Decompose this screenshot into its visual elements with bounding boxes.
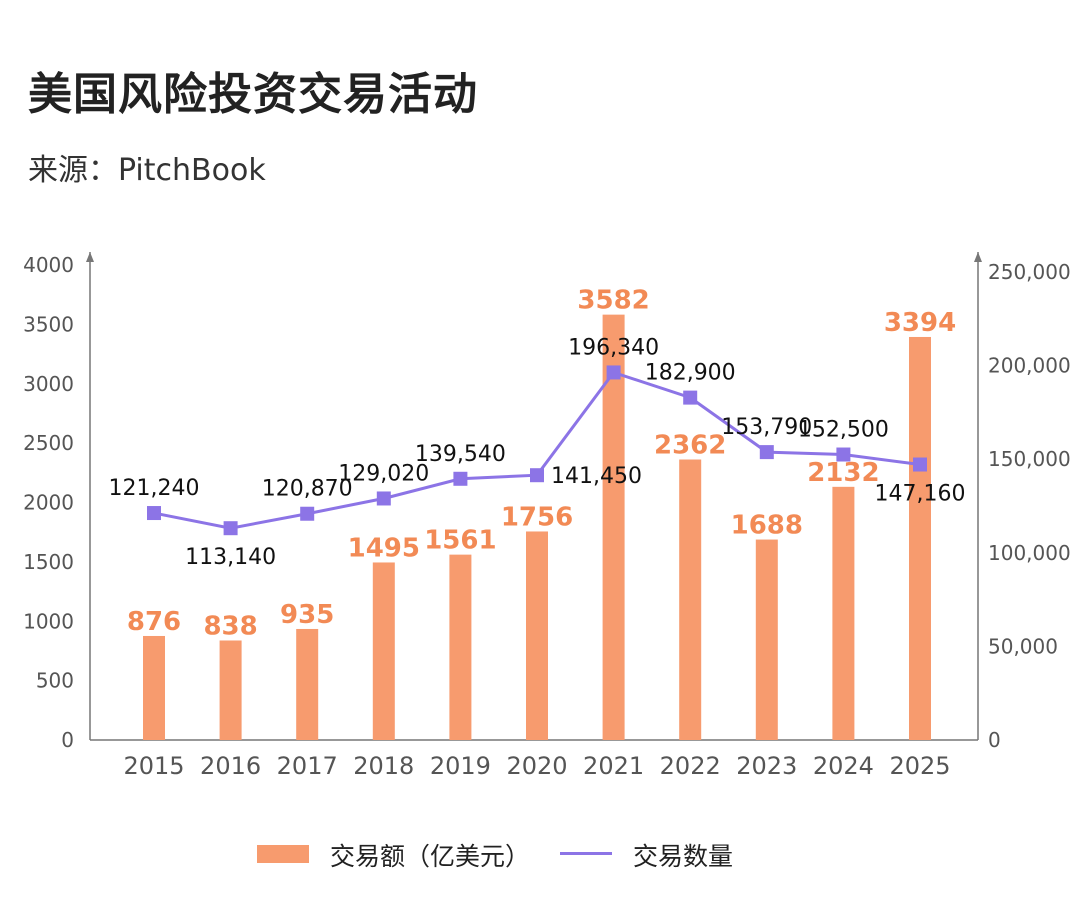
x-axis-tick-label: 2021 [583, 752, 644, 780]
x-axis-tick-label: 2015 [123, 752, 184, 780]
legend-line-label: 交易数量 [633, 842, 734, 871]
chart-source: 来源：PitchBook [28, 153, 266, 188]
line-data-label: 141,450 [551, 464, 642, 489]
line-point-marker [759, 445, 774, 460]
line-data-label: 129,020 [338, 461, 429, 486]
bar-data-label: 3394 [884, 308, 956, 338]
bar [296, 628, 319, 740]
bar [602, 314, 625, 740]
x-axis-tick-label: 2020 [506, 752, 567, 780]
left-axis-arrow-icon [86, 252, 94, 262]
legend-bar-swatch [257, 845, 309, 863]
line-data-label: 182,900 [645, 361, 736, 386]
bar [526, 531, 548, 740]
line-point-marker [913, 457, 927, 472]
line-data-label: 121,240 [109, 476, 200, 501]
line-data-label: 147,160 [875, 482, 966, 507]
bar-data-label: 935 [280, 600, 334, 630]
bar [832, 486, 855, 740]
left-axis-tick-label: 2500 [23, 431, 74, 455]
x-axis-tick-label: 2024 [813, 752, 874, 780]
bar [449, 554, 472, 740]
x-axis-tick-label: 2019 [430, 752, 491, 780]
right-axis-arrow-icon [974, 252, 982, 262]
right-axis-tick-label: 0 [988, 728, 1001, 752]
line-data-label: 196,340 [568, 335, 659, 360]
bar-data-label: 1561 [424, 526, 496, 556]
bar-data-label: 838 [203, 611, 257, 641]
line-point-marker [683, 390, 698, 405]
left-axis-tick-label: 3500 [23, 312, 74, 336]
legend-line-swatch [560, 852, 612, 855]
line-point-marker [300, 506, 315, 521]
bar [143, 635, 165, 740]
left-axis-tick-label: 1000 [23, 609, 74, 633]
x-axis-tick-label: 2023 [736, 752, 797, 780]
line-data-label: 120,870 [262, 477, 353, 502]
line-data-label: 139,540 [415, 442, 506, 467]
line-point-marker [147, 506, 161, 521]
line-point-marker [836, 447, 851, 462]
chart-title: 美国风险投资交易活动 [28, 69, 478, 120]
bar [679, 459, 702, 740]
right-axis-tick-label: 250,000 [988, 260, 1071, 284]
right-axis-tick-label: 100,000 [988, 541, 1071, 565]
line-point-marker [376, 491, 391, 506]
x-axis-tick-label: 2017 [277, 752, 338, 780]
bar-data-label: 2362 [654, 431, 726, 461]
left-axis-tick-label: 0 [61, 728, 74, 752]
bar [372, 562, 395, 740]
legend-bar-label: 交易额（亿美元） [330, 842, 531, 871]
x-axis-tick-label: 2018 [353, 752, 414, 780]
bar-data-label: 1688 [731, 511, 803, 541]
left-axis-tick-label: 3000 [23, 372, 74, 396]
left-axis-tick-label: 500 [36, 669, 74, 693]
line-point-marker [453, 471, 468, 486]
line-data-label: 152,500 [798, 418, 889, 443]
bar [219, 640, 242, 740]
x-axis-tick-label: 2016 [200, 752, 261, 780]
line-data-label: 113,140 [185, 545, 276, 570]
legend: 交易额（亿美元） 交易数量 [0, 835, 1080, 875]
line-point-marker [530, 468, 544, 483]
left-axis-tick-label: 2000 [23, 491, 74, 515]
right-axis-tick-label: 50,000 [988, 634, 1058, 658]
line-point-marker [606, 365, 621, 380]
x-axis-tick-label: 2025 [889, 752, 950, 780]
line-point-marker [223, 521, 238, 536]
bar-data-label: 876 [127, 607, 181, 637]
right-axis-tick-label: 200,000 [988, 354, 1071, 378]
bar [909, 336, 931, 740]
bar-data-label: 1495 [348, 533, 420, 563]
bar-data-label: 2132 [807, 458, 879, 488]
x-axis-tick-label: 2022 [660, 752, 721, 780]
bar-data-label: 3582 [577, 286, 649, 316]
left-axis-tick-label: 1500 [23, 550, 74, 574]
bar [755, 539, 778, 740]
bar-data-label: 1756 [501, 502, 573, 532]
left-axis-tick-label: 4000 [23, 253, 74, 277]
line-data-label: 153,790 [721, 415, 812, 440]
right-axis-tick-label: 150,000 [988, 447, 1071, 471]
